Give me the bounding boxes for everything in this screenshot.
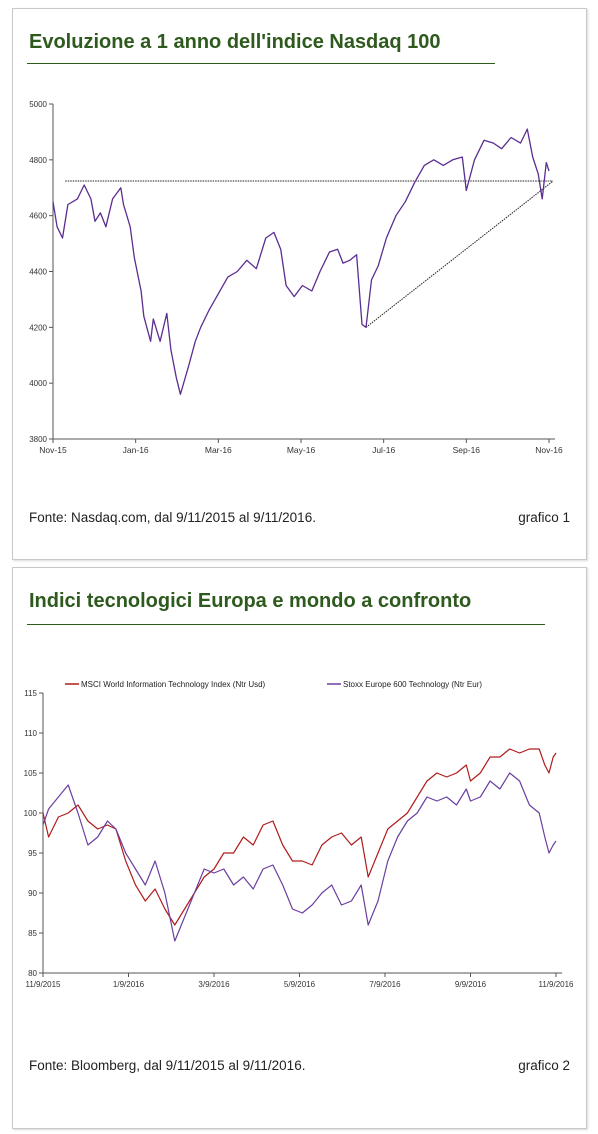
x-tick-label: Nov-16 [535,445,563,455]
title-rule [27,624,545,625]
y-tick-label: 4400 [29,268,47,277]
figure-label: grafico 2 [518,1058,570,1073]
y-tick-label: 3800 [29,435,47,444]
chart-panel-nasdaq: Evoluzione a 1 anno dell'indice Nasdaq 1… [12,8,587,560]
series-line-2 [42,772,557,942]
y-tick-label: 4800 [29,156,47,165]
trend-line [365,180,554,328]
figure-label: grafico 1 [518,510,570,525]
series-line-1 [52,128,550,395]
legend-label: Stoxx Europe 600 Technology (Ntr Eur) [343,680,482,689]
x-tick-label: 11/9/2015 [26,980,62,989]
chart-title: Indici tecnologici Europa e mondo a conf… [29,590,472,612]
x-tick-label: Jul-16 [372,445,395,455]
x-tick-label: 11/9/2016 [539,980,575,989]
y-tick-label: 105 [24,769,38,778]
tech-indices-line-chart: 80 85 90 95 100 105 110 115 11/9/2015 1/9/2016 3/9… [24,680,575,989]
y-tick-label: 100 [24,809,38,818]
series-line-1 [42,748,557,926]
x-tick-label: 1/9/2016 [113,980,145,989]
y-tick-label: 5000 [29,100,47,109]
x-tick-label: Nov-15 [39,445,67,455]
x-tick-label: Mar-16 [205,445,232,455]
y-tick-label: 80 [28,969,37,978]
x-tick-label: May-16 [287,445,316,455]
nasdaq-line-chart: 3800 4000 4200 4400 4600 4800 5000 Nov-15 Jan-16… [29,100,563,455]
x-tick-label: 3/9/2016 [198,980,230,989]
y-tick-label: 4600 [29,212,47,221]
x-tick-label: 5/9/2016 [284,980,316,989]
y-tick-label: 115 [24,689,37,698]
x-tick-label: 9/9/2016 [455,980,487,989]
y-tick-label: 95 [28,849,37,858]
title-rule [27,63,495,64]
source-note: Fonte: Bloomberg, dal 9/11/2015 al 9/11/… [29,1058,306,1073]
y-tick-label: 85 [28,929,37,938]
y-tick-label: 90 [28,889,37,898]
legend-label: MSCI World Information Technology Index … [81,680,266,689]
x-tick-label: Sep-16 [453,445,481,455]
x-tick-label: 7/9/2016 [369,980,401,989]
source-note: Fonte: Nasdaq.com, dal 9/11/2015 al 9/11… [29,510,316,525]
x-tick-label: Jan-16 [123,445,149,455]
y-tick-label: 4000 [29,379,47,388]
y-tick-label: 4200 [29,323,47,332]
chart-panel-tech-indices: Indici tecnologici Europa e mondo a conf… [12,567,587,1129]
y-tick-label: 110 [24,729,37,738]
chart-title: Evoluzione a 1 anno dell'indice Nasdaq 1… [29,31,441,53]
